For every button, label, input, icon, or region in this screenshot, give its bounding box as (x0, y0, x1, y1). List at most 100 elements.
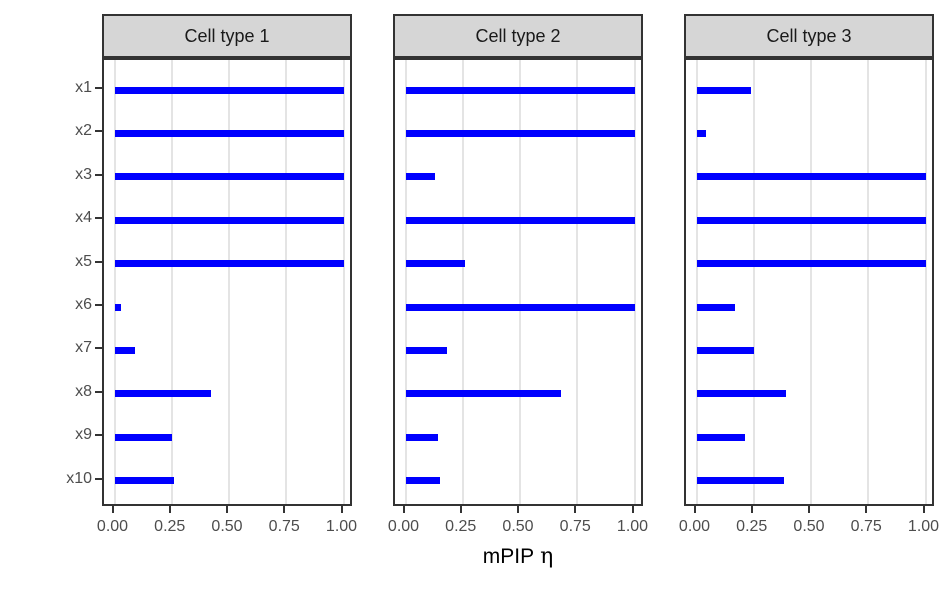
gridline-x-0.25 (752, 60, 755, 504)
bar-x1 (114, 86, 344, 94)
x-axis-tick (111, 506, 114, 513)
facet-strip-cell-type-1: Cell type 1 (102, 14, 352, 58)
x-axis-tick-label: 0.75 (268, 518, 300, 535)
bar-x5 (114, 260, 344, 268)
y-axis-tick-label-x6: x6 (75, 296, 92, 313)
x-axis-tick (340, 506, 343, 513)
gridline-x-1.00 (924, 60, 927, 504)
y-axis-tick (95, 304, 102, 306)
gridline-x-0.75 (867, 60, 870, 504)
y-axis-tick-label-x7: x7 (75, 339, 92, 357)
bar-x9 (696, 433, 745, 441)
x-axis-tick (459, 506, 462, 513)
x-axis-tick-label: 1.00 (325, 518, 358, 535)
y-axis-tick (95, 173, 102, 176)
gridline-x-1.00 (342, 60, 345, 504)
x-axis-tick-label: 0.75 (559, 518, 591, 535)
bar-x5 (696, 260, 926, 268)
bar-x7 (405, 346, 447, 354)
facet-panel-cell-type-1 (102, 58, 352, 506)
x-axis-tick-label: 0.25 (445, 518, 477, 535)
gridline-x-0.50 (519, 60, 521, 504)
bar-x6 (114, 303, 122, 311)
bar-x1 (696, 86, 752, 94)
x-axis-tick-label: 0.00 (387, 518, 420, 535)
x-axis-tick-label: 0.00 (678, 518, 711, 535)
x-axis-title-text: mPIP (482, 545, 535, 568)
bar-x7 (696, 346, 754, 354)
bar-x3 (405, 173, 436, 181)
bar-x2 (405, 129, 635, 137)
facet-strip-cell-type-3: Cell type 3 (684, 14, 934, 58)
gridline-x-0.00 (113, 60, 116, 504)
y-axis-tick (95, 477, 102, 480)
gridline-x-1.00 (633, 60, 636, 504)
x-axis-tick (693, 506, 696, 513)
facet-strip-label: Cell type 3 (766, 25, 852, 46)
y-axis-tick (95, 260, 102, 263)
bar-x6 (696, 303, 736, 311)
gridline-x-0.50 (228, 60, 230, 504)
bar-x2 (114, 129, 344, 137)
y-axis-tick (95, 347, 102, 350)
bar-x8 (696, 390, 786, 398)
bar-x3 (696, 173, 926, 181)
x-axis-tick (226, 506, 228, 513)
x-axis-tick-label: 0.00 (96, 518, 129, 535)
facet-strip-cell-type-2: Cell type 2 (393, 14, 643, 58)
bar-x3 (114, 173, 344, 181)
bar-x9 (405, 433, 438, 441)
bar-x10 (114, 477, 175, 485)
y-axis-tick (95, 390, 102, 393)
bar-x8 (405, 390, 562, 398)
bar-x5 (405, 260, 466, 268)
x-axis-tick (865, 506, 868, 513)
x-axis-tick-label: 0.50 (502, 518, 534, 535)
facet-panel-cell-type-3 (684, 58, 934, 506)
y-axis-tick (95, 87, 102, 89)
x-axis-tick (517, 506, 519, 513)
x-axis-title: mPIP η (102, 544, 934, 569)
x-axis-tick-label: 0.25 (736, 518, 768, 535)
gridline-x-0.75 (576, 60, 579, 504)
gridline-x-0.75 (285, 60, 288, 504)
x-axis-tick-label: 0.75 (850, 518, 882, 535)
x-axis-tick-label: 1.00 (907, 518, 940, 535)
gridline-x-0.50 (810, 60, 812, 504)
y-axis-tick-label-x4: x4 (75, 209, 92, 227)
x-axis-tick-label: 0.25 (154, 518, 186, 535)
x-axis-tick (750, 506, 753, 513)
y-axis-tick-label-x10: x10 (66, 469, 92, 487)
bar-x4 (405, 216, 635, 224)
y-axis-tick-label-x2: x2 (75, 122, 92, 140)
bar-x1 (405, 86, 635, 94)
facet-strip-label: Cell type 1 (184, 25, 270, 46)
bar-x6 (405, 303, 635, 311)
x-axis-tick (808, 506, 810, 513)
bar-x10 (405, 477, 440, 485)
facet-panel-cell-type-2 (393, 58, 643, 506)
y-axis-tick-label-x1: x1 (75, 79, 92, 96)
x-axis-tick-label: 0.50 (211, 518, 243, 535)
y-axis-tick-label-x5: x5 (75, 252, 92, 270)
bar-x8 (114, 390, 211, 398)
bar-x9 (114, 433, 172, 441)
y-axis-tick (95, 217, 102, 220)
bar-x10 (696, 477, 784, 485)
bar-x4 (114, 216, 344, 224)
gridline-x-0.25 (461, 60, 464, 504)
bar-x7 (114, 346, 136, 354)
x-axis-tick (168, 506, 171, 513)
y-axis-tick (95, 130, 102, 133)
x-axis-tick (402, 506, 405, 513)
gridline-x-0.00 (695, 60, 698, 504)
bar-x4 (696, 216, 926, 224)
x-axis-tick (631, 506, 634, 513)
x-axis-tick-label: 1.00 (616, 518, 649, 535)
facet-strip-label: Cell type 2 (475, 25, 561, 46)
x-axis-tick (574, 506, 577, 513)
x-axis-title-eta-symbol: η (540, 544, 554, 569)
y-axis-tick-label-x3: x3 (75, 165, 92, 183)
x-axis-tick (283, 506, 286, 513)
